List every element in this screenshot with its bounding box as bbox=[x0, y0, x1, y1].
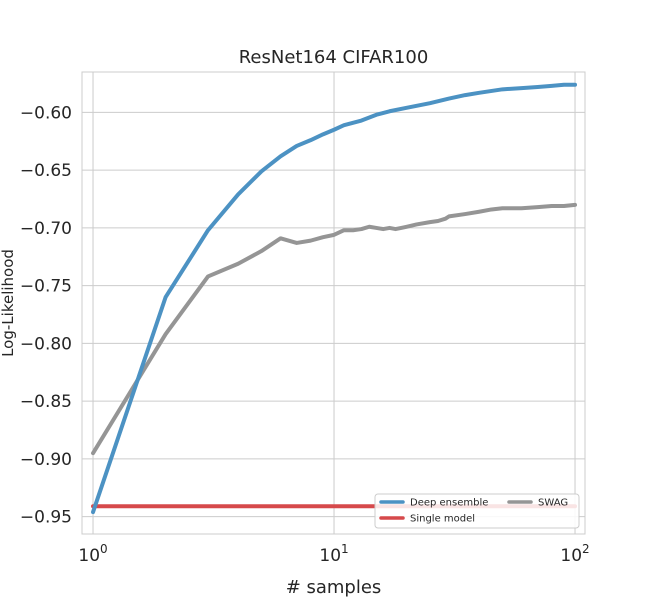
legend-label-swag: SWAG bbox=[538, 498, 568, 509]
x-axis-label: # samples bbox=[286, 577, 382, 598]
chart-title: ResNet164 CIFAR100 bbox=[239, 47, 429, 68]
series-line-swag bbox=[91, 202, 578, 456]
y-tick-label: −0.85 bbox=[20, 392, 72, 412]
y-tick-label: −0.70 bbox=[20, 219, 72, 239]
y-tick-label: −0.95 bbox=[20, 508, 72, 528]
x-tick-label: 102 bbox=[560, 542, 589, 566]
x-tick-labels: 100 101 102 bbox=[78, 542, 589, 566]
y-tick-labels: −0.60 −0.65 −0.70 −0.75 −0.80 −0.85 −0.90 −0.95 bbox=[20, 103, 72, 527]
legend-label-deep-ensemble: Deep ensemble bbox=[410, 498, 488, 509]
y-tick-label: −0.75 bbox=[20, 277, 72, 297]
series-line-deep-ensemble bbox=[91, 82, 578, 515]
legend: Deep ensemble SWAG Single model bbox=[374, 493, 580, 529]
plot-border bbox=[81, 71, 586, 535]
y-tick-label: −0.80 bbox=[20, 334, 72, 354]
grid bbox=[82, 72, 585, 534]
x-tick-label: 100 bbox=[78, 542, 107, 566]
legend-label-single-model: Single model bbox=[410, 514, 475, 525]
y-axis-label: Log-Likelihood bbox=[0, 249, 17, 357]
y-tick-label: −0.65 bbox=[20, 161, 72, 181]
plot-area bbox=[82, 72, 585, 534]
y-tick-label: −0.90 bbox=[20, 450, 72, 470]
y-tick-label: −0.60 bbox=[20, 103, 72, 123]
x-tick-label: 101 bbox=[319, 542, 348, 566]
